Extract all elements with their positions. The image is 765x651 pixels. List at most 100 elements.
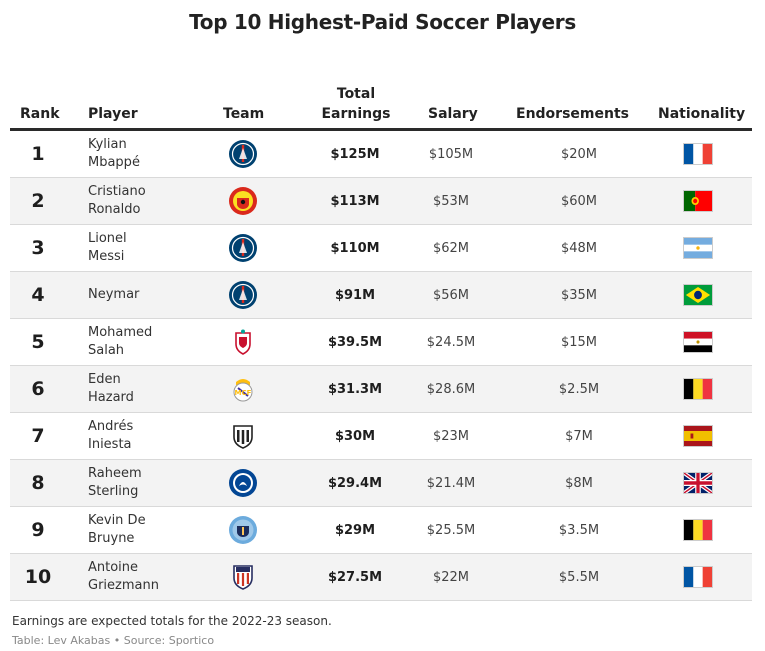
header-salary: Salary: [428, 106, 478, 122]
total-earnings-cell: $125M: [330, 146, 380, 162]
total-earnings-cell: $29.4M: [327, 475, 383, 491]
man-city-crest-icon: [229, 516, 257, 544]
nationality-cell: [650, 272, 746, 318]
footnote: Earnings are expected totals for the 202…: [12, 614, 332, 628]
nationality-cell: [650, 460, 746, 506]
salary-cell: $24.5M: [426, 334, 476, 350]
team-cell: [210, 319, 276, 365]
table-row: 10 Antoine Griezmann $27.5M $22M $5.5M: [10, 554, 752, 601]
endorsements-cell: $2.5M: [558, 381, 600, 397]
team-cell: [210, 413, 276, 459]
player-name-line1: Neymar: [88, 287, 140, 302]
table-row: 5 Mohamed Salah $39.5M $24.5M $15M: [10, 319, 752, 366]
nationality-cell: [650, 131, 746, 177]
player-name-line1: Kevin De: [88, 513, 146, 528]
rank-cell: 4: [31, 284, 45, 306]
liverpool-crest-icon: [235, 329, 251, 355]
team-cell: [210, 225, 276, 271]
total-earnings-cell: $91M: [334, 287, 376, 303]
player-name-line2: Bruyne: [88, 531, 135, 546]
endorsements-cell: $15M: [560, 334, 598, 350]
chart-title: Top 10 Highest-Paid Soccer Players: [189, 10, 576, 34]
table-row: 2 Cristiano Ronaldo $113M $53M $60M: [10, 178, 752, 225]
header-endorsements: Endorsements: [516, 106, 629, 122]
salary-cell: $22M: [432, 569, 470, 585]
player-name-line1: Antoine: [88, 560, 139, 575]
france-flag-icon: [684, 144, 712, 164]
rank-cell: 7: [31, 425, 45, 447]
endorsements-cell: $60M: [560, 193, 598, 209]
svg-text:MCF: MCF: [235, 389, 252, 397]
endorsements-cell: $5.5M: [558, 569, 600, 585]
player-name-line1: Raheem: [88, 466, 142, 481]
real-madrid-crest-icon: MCF: [233, 379, 253, 402]
total-earnings-cell: $27.5M: [327, 569, 383, 585]
salary-cell: $56M: [432, 287, 470, 303]
nationality-cell: [650, 554, 746, 600]
team-cell: [210, 131, 276, 177]
source-credit: Table: Lev Akabas • Source: Sportico: [12, 634, 215, 647]
endorsements-cell: $3.5M: [558, 522, 600, 538]
player-name-line2: Iniesta: [88, 437, 132, 452]
rank-cell: 9: [31, 519, 45, 541]
player-name-line2: Salah: [88, 343, 125, 358]
nationality-cell: [650, 366, 746, 412]
salary-cell: $21.4M: [426, 475, 476, 491]
player-name-line1: Lionel: [88, 231, 127, 246]
total-earnings-cell: $110M: [330, 240, 380, 256]
total-earnings-cell: $29M: [334, 522, 376, 538]
player-name-line1: Eden: [88, 372, 121, 387]
player-name-cell: Lionel Messi: [88, 225, 198, 271]
player-name-cell: Antoine Griezmann: [88, 554, 198, 600]
header-rank: Rank: [20, 106, 60, 122]
nationality-cell: [650, 413, 746, 459]
argentina-flag-icon: [684, 238, 712, 258]
psg-crest-icon: [229, 140, 257, 168]
header-total-earnings: Total Earnings: [318, 84, 394, 124]
salary-cell: $23M: [432, 428, 470, 444]
header-nationality: Nationality: [658, 106, 746, 122]
player-name-cell: Neymar: [88, 272, 198, 318]
egypt-flag-icon: [684, 332, 712, 352]
total-earnings-cell: $30M: [334, 428, 376, 444]
nationality-cell: [650, 319, 746, 365]
player-name-cell: Raheem Sterling: [88, 460, 198, 506]
header-player: Player: [88, 106, 138, 122]
table-row: 9 Kevin De Bruyne $29M $25.5M $3.5M: [10, 507, 752, 554]
player-name-line2: Hazard: [88, 390, 134, 405]
table-row: 1 Kylian Mbappé $125M $105M $20M: [10, 131, 752, 178]
rank-cell: 5: [31, 331, 45, 353]
rank-cell: 3: [31, 237, 45, 259]
nationality-cell: [650, 178, 746, 224]
team-cell: [210, 178, 276, 224]
endorsements-cell: $20M: [560, 146, 598, 162]
team-cell: [210, 272, 276, 318]
rank-cell: 6: [31, 378, 45, 400]
player-name-line1: Andrés: [88, 419, 134, 434]
salary-cell: $25.5M: [426, 522, 476, 538]
total-earnings-cell: $39.5M: [327, 334, 383, 350]
header-total-line1: Total: [336, 86, 376, 102]
man-united-crest-icon: [229, 187, 257, 215]
salary-cell: $105M: [428, 146, 474, 162]
vissel-kobe-crest-icon: [233, 425, 253, 449]
portugal-flag-icon: [684, 191, 712, 211]
uk-flag-icon: [684, 473, 712, 493]
salary-cell: $53M: [432, 193, 470, 209]
player-name-line1: Kylian: [88, 137, 127, 152]
chelsea-crest-icon: [229, 469, 257, 497]
nationality-cell: [650, 507, 746, 553]
table-row: 4 Neymar $91M $56M $35M: [10, 272, 752, 319]
player-name-cell: Mohamed Salah: [88, 319, 198, 365]
total-earnings-cell: $113M: [330, 193, 380, 209]
rank-cell: 10: [24, 566, 52, 588]
header-total-line2: Earnings: [321, 106, 391, 122]
player-name-cell: Cristiano Ronaldo: [88, 178, 198, 224]
psg-crest-icon: [229, 281, 257, 309]
player-name-line2: Sterling: [88, 484, 139, 499]
brazil-flag-icon: [684, 285, 712, 305]
france-flag-icon: [684, 567, 712, 587]
salary-cell: $28.6M: [426, 381, 476, 397]
header-divider: [10, 128, 752, 131]
team-cell: MCF: [210, 366, 276, 412]
